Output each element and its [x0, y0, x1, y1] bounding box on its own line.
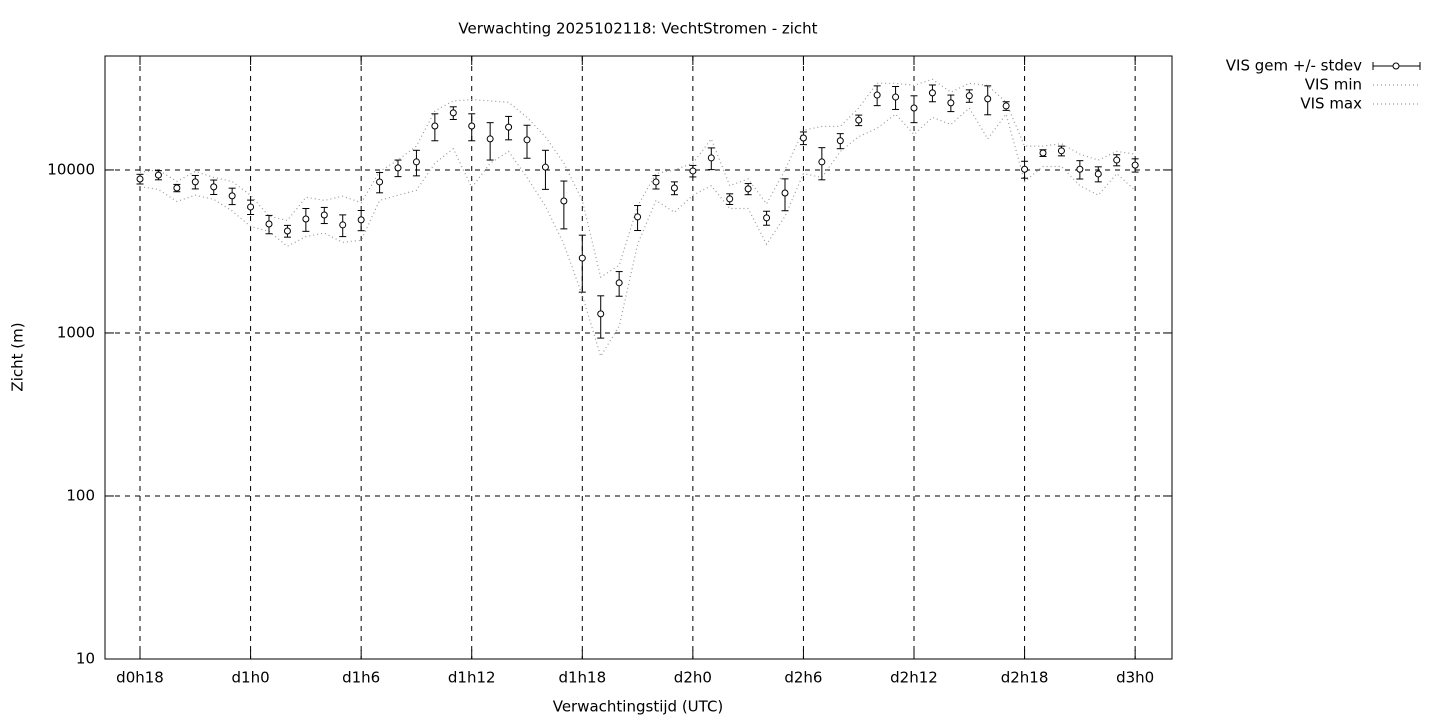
plot-frame [104, 55, 1173, 660]
marker [449, 109, 457, 117]
marker [376, 178, 384, 186]
chart-title: Verwachting 2025102118: VechtStromen - z… [458, 20, 817, 38]
marker [799, 134, 807, 142]
x-tick-label: d2h0 [674, 669, 712, 687]
x-axis-label: Verwachtingstijd (UTC) [553, 698, 724, 716]
marker [947, 99, 955, 107]
marker [984, 95, 992, 103]
marker [283, 227, 291, 235]
marker [265, 220, 273, 228]
marker [560, 197, 568, 205]
marker [726, 195, 734, 203]
marker [468, 122, 476, 130]
marker [154, 171, 162, 179]
legend-swatch [1392, 62, 1400, 70]
x-tick-label: d1h18 [558, 669, 606, 687]
x-tick-label: d0h18 [116, 669, 164, 687]
marker [1131, 161, 1139, 169]
x-tick-label: d1h6 [342, 669, 380, 687]
x-tick-label: d2h12 [890, 669, 938, 687]
x-tick-label: d2h18 [1001, 669, 1049, 687]
y-axis-label: Zicht (m) [9, 322, 27, 391]
marker [247, 203, 255, 211]
error-bar [560, 180, 568, 230]
marker [781, 189, 789, 197]
marker [136, 175, 144, 183]
legend-label: VIS max [1300, 95, 1362, 113]
marker [615, 279, 623, 287]
marker [320, 211, 328, 219]
marker [597, 310, 605, 318]
marker [1039, 149, 1047, 157]
marker [1002, 102, 1010, 110]
marker [431, 122, 439, 130]
marker [836, 137, 844, 145]
marker [707, 154, 715, 162]
y-tick-label: 100 [66, 486, 95, 504]
marker [965, 92, 973, 100]
marker [855, 116, 863, 124]
marker [652, 178, 660, 186]
marker [486, 135, 494, 143]
marker [910, 104, 918, 112]
marker [928, 89, 936, 97]
legend-label: VIS gem +/- stdev [1226, 57, 1362, 75]
marker [744, 185, 752, 193]
marker [670, 184, 678, 192]
marker [302, 215, 310, 223]
marker [505, 123, 513, 131]
y-tick-label: 10000 [47, 160, 95, 178]
x-tick-label: d1h12 [448, 669, 496, 687]
marker [1057, 147, 1065, 155]
marker [394, 164, 402, 172]
range-line [139, 107, 1136, 358]
marker [1076, 165, 1084, 173]
marker [689, 167, 697, 175]
marker [191, 178, 199, 186]
marker [173, 184, 181, 192]
marker [818, 158, 826, 166]
marker [578, 254, 586, 262]
x-tick-label: d2h6 [784, 669, 822, 687]
marker [873, 91, 881, 99]
marker [339, 221, 347, 229]
marker [228, 192, 236, 200]
marker [1113, 156, 1121, 164]
y-tick-label: 1000 [57, 323, 95, 341]
marker [763, 214, 771, 222]
marker [412, 158, 420, 166]
marker [523, 136, 531, 144]
marker [541, 163, 549, 171]
legend-label: VIS min [1305, 76, 1362, 94]
marker [1021, 165, 1029, 173]
marker [892, 93, 900, 101]
marker [634, 213, 642, 221]
x-tick-label: d1h0 [232, 669, 270, 687]
marker [1094, 170, 1102, 178]
error-bar [578, 234, 586, 293]
x-tick-label: d3h0 [1116, 669, 1154, 687]
marker [210, 183, 218, 191]
y-tick-label: 10 [76, 650, 95, 668]
marker [357, 216, 365, 224]
